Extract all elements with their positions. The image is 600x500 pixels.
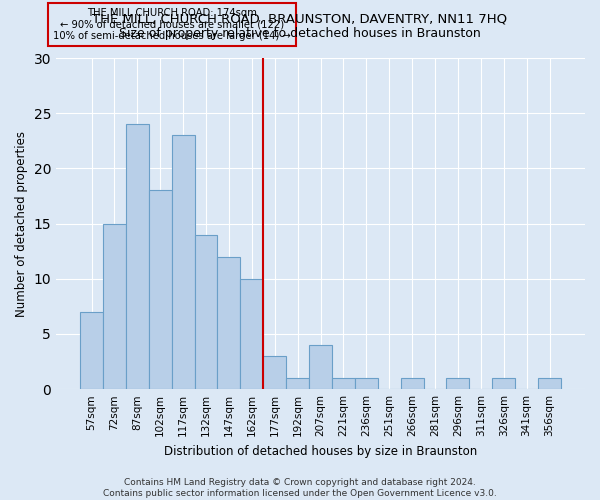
Bar: [492, 378, 515, 389]
Bar: [103, 224, 126, 389]
Bar: [538, 378, 561, 389]
Bar: [263, 356, 286, 389]
Bar: [332, 378, 355, 389]
Bar: [355, 378, 378, 389]
Bar: [126, 124, 149, 389]
Bar: [172, 136, 194, 389]
Text: THE MILL, CHURCH ROAD, BRAUNSTON, DAVENTRY, NN11 7HQ: THE MILL, CHURCH ROAD, BRAUNSTON, DAVENT…: [92, 12, 508, 26]
Bar: [286, 378, 309, 389]
Bar: [149, 190, 172, 389]
X-axis label: Distribution of detached houses by size in Braunston: Distribution of detached houses by size …: [164, 444, 477, 458]
Bar: [309, 345, 332, 389]
Bar: [241, 279, 263, 389]
Bar: [194, 234, 217, 389]
Bar: [80, 312, 103, 389]
Bar: [401, 378, 424, 389]
Text: Size of property relative to detached houses in Braunston: Size of property relative to detached ho…: [119, 28, 481, 40]
Text: Contains HM Land Registry data © Crown copyright and database right 2024.
Contai: Contains HM Land Registry data © Crown c…: [103, 478, 497, 498]
Bar: [217, 256, 241, 389]
Bar: [446, 378, 469, 389]
Y-axis label: Number of detached properties: Number of detached properties: [15, 130, 28, 316]
Text: THE MILL CHURCH ROAD: 174sqm
← 90% of detached houses are smaller (122)
10% of s: THE MILL CHURCH ROAD: 174sqm ← 90% of de…: [53, 8, 290, 42]
